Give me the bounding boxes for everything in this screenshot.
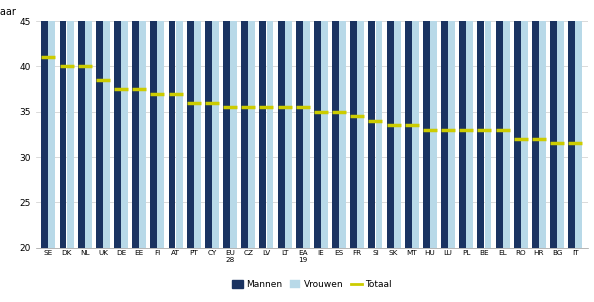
Bar [187, 0, 194, 248]
Bar [241, 0, 248, 248]
Bar [423, 0, 430, 248]
Bar [485, 0, 491, 248]
Bar [368, 0, 375, 248]
Bar [350, 0, 357, 248]
Bar [557, 0, 564, 248]
Bar [67, 0, 74, 248]
Bar [132, 0, 139, 248]
Bar [514, 0, 521, 248]
Bar [150, 0, 157, 248]
Bar [267, 0, 273, 248]
Legend: Mannen, Vrouwen, Totaal: Mannen, Vrouwen, Totaal [228, 277, 396, 293]
Bar [503, 0, 510, 248]
Bar [157, 0, 165, 248]
Bar [169, 0, 175, 248]
Bar [230, 0, 237, 248]
Bar [441, 0, 448, 248]
Bar [466, 0, 473, 248]
Bar [103, 0, 110, 248]
Bar [194, 0, 201, 248]
Bar [321, 0, 328, 248]
Bar [85, 0, 91, 248]
Bar [412, 3, 419, 248]
Bar [140, 0, 146, 248]
Bar [478, 0, 484, 248]
Bar [375, 0, 383, 248]
Bar [277, 0, 285, 248]
Bar [114, 0, 121, 248]
Bar [223, 0, 230, 248]
Bar [332, 0, 339, 248]
Bar [532, 0, 539, 248]
Bar [42, 0, 48, 248]
Bar [539, 0, 546, 248]
Text: Jaar: Jaar [0, 7, 16, 17]
Bar [339, 0, 346, 248]
Bar [285, 0, 292, 248]
Bar [49, 0, 55, 248]
Bar [296, 0, 303, 248]
Bar [96, 0, 103, 248]
Bar [78, 0, 84, 248]
Bar [314, 0, 321, 248]
Bar [176, 0, 182, 248]
Bar [576, 12, 582, 248]
Bar [205, 0, 212, 248]
Bar [459, 0, 466, 248]
Bar [358, 0, 364, 248]
Bar [212, 0, 219, 248]
Bar [387, 0, 394, 248]
Bar [248, 0, 255, 248]
Bar [448, 0, 455, 248]
Bar [59, 0, 67, 248]
Bar [495, 0, 503, 248]
Bar [394, 0, 400, 248]
Bar [521, 0, 528, 248]
Bar [405, 0, 412, 248]
Bar [260, 0, 266, 248]
Bar [121, 0, 128, 248]
Bar [303, 0, 309, 248]
Bar [550, 0, 557, 248]
Bar [568, 0, 575, 248]
Bar [430, 0, 437, 248]
